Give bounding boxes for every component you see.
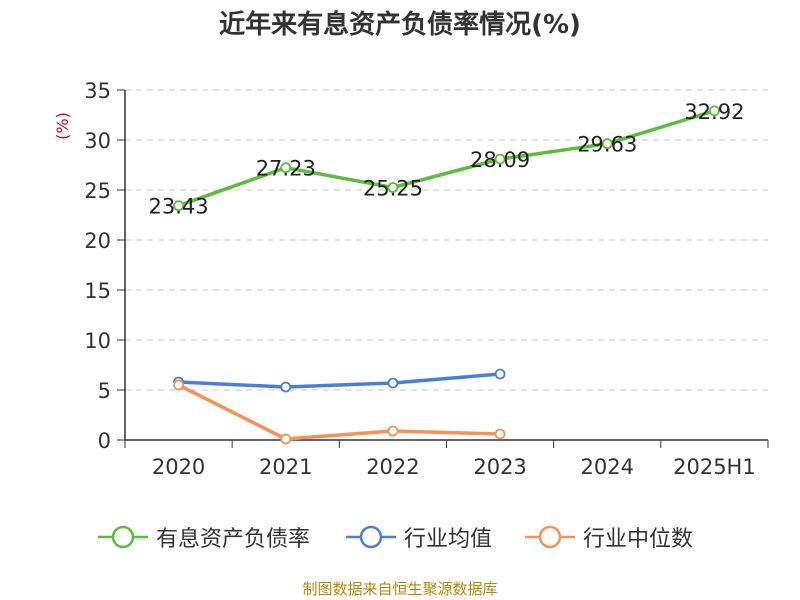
legend-item-debt-ratio[interactable]: 有息资产负债率 [98, 522, 310, 552]
legend-label: 行业均值 [404, 527, 493, 552]
y-tick-label: 15 [84, 279, 111, 303]
data-point[interactable] [280, 433, 292, 445]
data-point[interactable] [387, 377, 399, 389]
data-point[interactable] [494, 368, 506, 380]
data-point[interactable] [387, 182, 399, 193]
x-tick-label: 2021 [259, 455, 312, 479]
source-note: 制图数据来自恒生聚源数据库 [302, 580, 498, 598]
y-tick-label: 20 [84, 229, 111, 253]
y-axis-label: (%) [53, 112, 72, 140]
x-tick-label: 2024 [581, 455, 634, 479]
x-tick-label: 2022 [366, 455, 419, 479]
data-label: 25.25 [363, 177, 423, 201]
data-point[interactable] [709, 105, 720, 117]
y-tick-label: 35 [84, 79, 111, 103]
series-line [177, 109, 715, 208]
series-line [177, 383, 501, 441]
data-point[interactable] [387, 425, 399, 437]
data-point[interactable] [494, 428, 506, 440]
legend-item-industry-mean[interactable]: 行业均值 [346, 522, 492, 552]
series [173, 105, 720, 445]
legend-item-industry-median[interactable]: 行业中位数 [525, 522, 693, 552]
y-tick-label: 0 [98, 429, 111, 453]
grid-lines [125, 89, 768, 391]
data-point[interactable] [280, 162, 292, 174]
data-point[interactable] [173, 379, 184, 391]
x-tick-label: 2023 [473, 455, 526, 479]
data-label: 28.09 [470, 148, 530, 172]
legend-label: 有息资产负债率 [156, 527, 311, 552]
chart-title: 近年来有息资产负债率情况(%) [219, 10, 581, 40]
y-tick-label: 25 [84, 179, 111, 203]
data-label: 32.92 [684, 100, 744, 124]
x-tick-label: 2020 [152, 455, 205, 479]
data-label: 23.43 [149, 195, 209, 219]
axes: 0 5 10 15 20 25 30 35 2020 2021 2022 2023 2024 2025H1 [84, 79, 769, 479]
y-tick-label: 10 [84, 329, 111, 353]
data-labels: 23.43 27.23 25.25 28.09 29.63 32.92 [149, 100, 745, 219]
legend-marker-debt-ratio [98, 525, 148, 549]
y-tick-label: 30 [84, 129, 111, 153]
x-tick-label: 2025H1 [673, 455, 756, 479]
data-label: 27.23 [256, 157, 316, 181]
legend-label: 行业中位数 [583, 527, 694, 552]
data-point[interactable] [601, 138, 613, 150]
legend-marker-industry-mean [346, 525, 396, 549]
legend-marker-industry-median [525, 525, 575, 549]
data-point[interactable] [173, 200, 184, 212]
data-label: 29.63 [577, 133, 637, 157]
y-tick-label: 5 [98, 379, 111, 403]
series-line [178, 372, 501, 389]
data-point[interactable] [494, 153, 506, 165]
data-point[interactable] [280, 381, 292, 393]
